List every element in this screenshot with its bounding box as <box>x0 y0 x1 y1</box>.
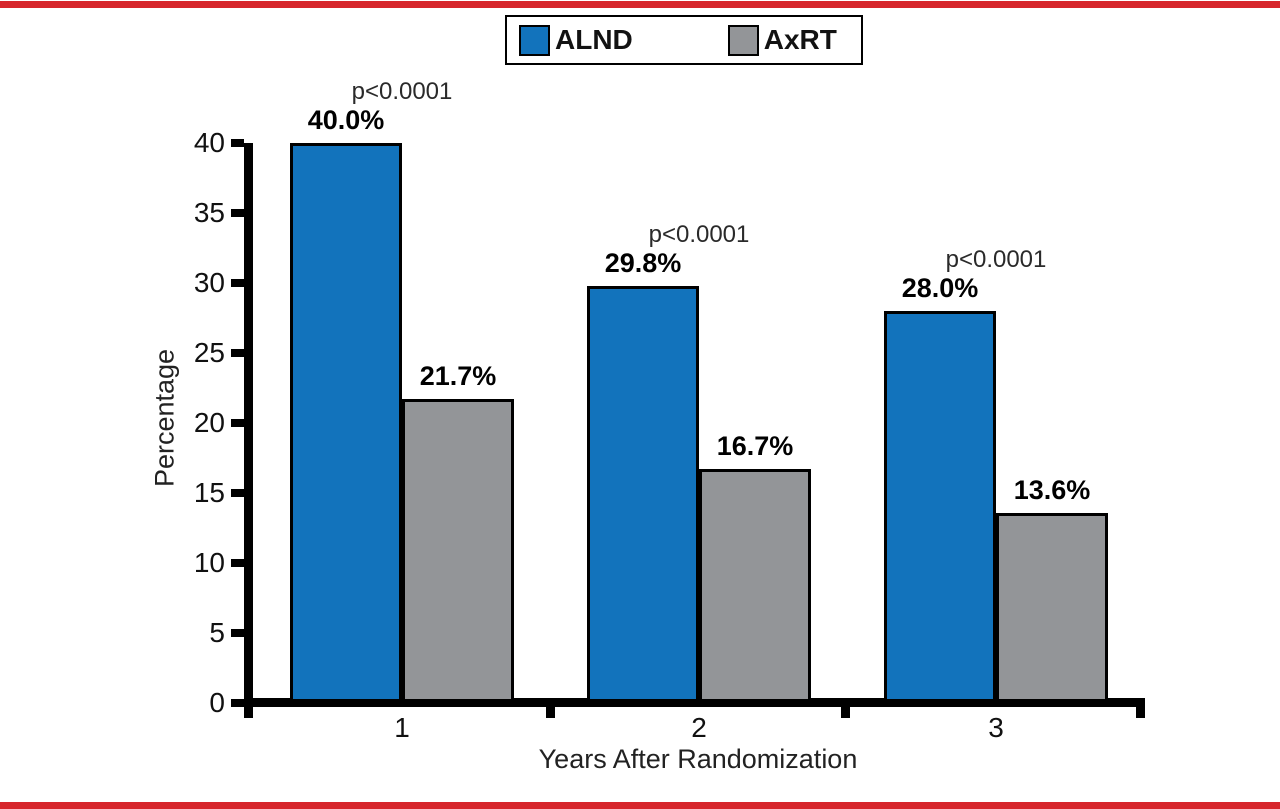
top-accent-rule <box>0 1 1280 8</box>
y-tick-label: 30 <box>193 267 225 298</box>
bar-value-label: 29.8% <box>604 247 682 278</box>
y-tick <box>231 559 244 567</box>
x-category-label: 1 <box>394 712 410 743</box>
y-tick <box>231 139 244 147</box>
y-tick-label: 10 <box>193 547 225 578</box>
bar-value-label: 21.7% <box>419 361 497 392</box>
y-tick-label: 15 <box>193 477 225 508</box>
y-tick-label: 0 <box>209 687 225 718</box>
bar-axrt-year-1 <box>402 399 514 702</box>
y-tick <box>231 279 244 287</box>
x-axis-line <box>244 698 1145 707</box>
axrt-swatch-icon <box>727 24 759 56</box>
legend-label-axrt: AxRT <box>763 24 837 55</box>
alnd-swatch-icon <box>519 24 550 56</box>
bar-value-label: 28.0% <box>901 273 979 303</box>
bottom-accent-rule <box>0 802 1280 809</box>
bar-alnd-year-3 <box>884 311 996 702</box>
y-tick-label: 35 <box>193 197 225 228</box>
p-value-label: p<0.0001 <box>945 246 1047 273</box>
y-tick-label: 20 <box>193 407 225 438</box>
legend-item-axrt: AxRT <box>727 24 837 56</box>
x-axis-title: Years After Randomization <box>538 744 858 774</box>
y-tick-label: 25 <box>193 337 225 368</box>
x-tick <box>244 707 253 718</box>
x-tick <box>1136 707 1145 718</box>
y-tick <box>231 699 244 707</box>
y-axis-line <box>244 143 253 718</box>
bar-alnd-year-1 <box>290 143 402 702</box>
y-tick <box>231 209 244 217</box>
bar-value-label: 40.0% <box>307 105 385 135</box>
x-tick <box>546 707 555 718</box>
legend: ALND AxRT <box>505 15 863 65</box>
p-value-label: p<0.0001 <box>351 78 453 105</box>
y-tick-label: 40 <box>193 127 225 158</box>
y-tick <box>231 349 244 357</box>
legend-label-alnd: ALND <box>555 24 633 55</box>
x-tick <box>841 707 850 718</box>
p-value-label: p<0.0001 <box>648 220 750 248</box>
y-tick <box>231 629 244 637</box>
legend-item-alnd: ALND <box>519 24 633 56</box>
bar-value-label: 13.6% <box>1013 474 1091 505</box>
y-tick <box>231 419 244 427</box>
bar-axrt-year-3 <box>996 512 1108 702</box>
y-tick-label: 5 <box>209 617 225 648</box>
x-category-label: 3 <box>988 712 1004 743</box>
x-category-label: 2 <box>691 712 707 743</box>
y-tick <box>231 489 244 497</box>
bar-axrt-year-2 <box>699 469 811 702</box>
y-axis-title: Percentage <box>149 348 180 488</box>
bar-value-label: 16.7% <box>716 431 794 462</box>
bar-alnd-year-2 <box>587 285 699 702</box>
